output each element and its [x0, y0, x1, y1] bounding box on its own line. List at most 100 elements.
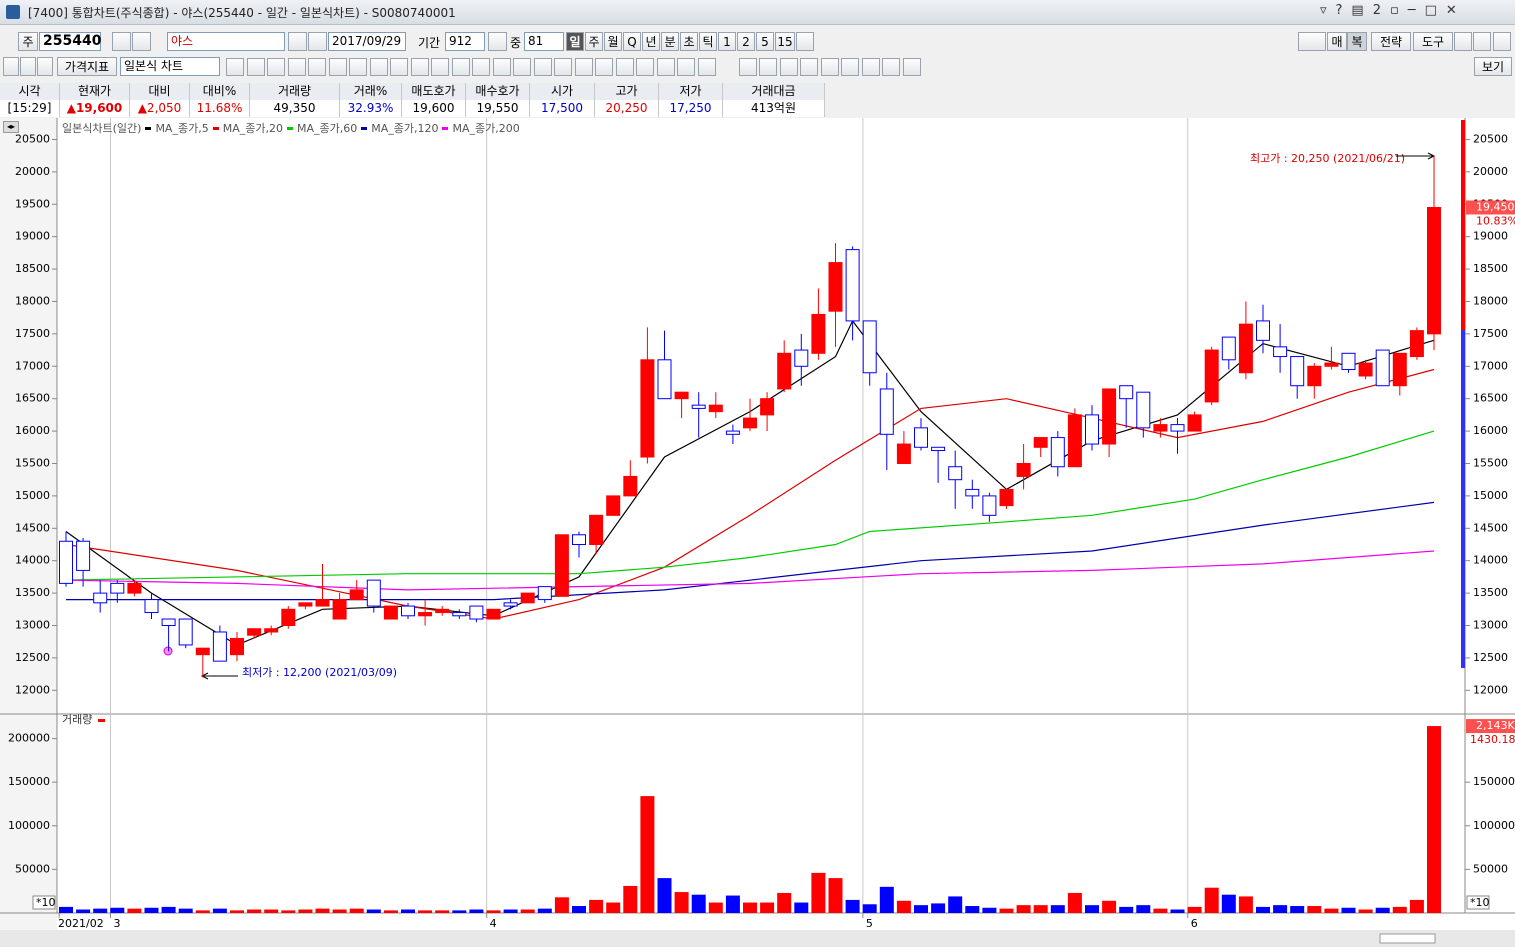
code-input[interactable]: 255440	[39, 32, 101, 51]
drawing-tool[interactable]	[862, 58, 880, 76]
quote-value: ▲19,600	[60, 100, 130, 117]
drawing-tool[interactable]	[534, 58, 552, 76]
candle-body	[606, 495, 621, 516]
period-button[interactable]: 1	[718, 32, 736, 51]
drawing-tool[interactable]	[267, 58, 285, 76]
scrollbar[interactable]	[0, 930, 1515, 947]
drawing-tool[interactable]	[308, 58, 326, 76]
period-button[interactable]: 월	[604, 32, 622, 51]
drawing-tool[interactable]	[780, 58, 798, 76]
drawing-tool[interactable]	[411, 58, 429, 76]
drawing-tool[interactable]	[841, 58, 859, 76]
drawing-tool[interactable]	[677, 58, 695, 76]
period-input[interactable]: 912	[445, 32, 485, 51]
volume-bar	[1375, 907, 1390, 913]
last-volume-box	[1466, 719, 1515, 734]
period-button[interactable]: 년	[642, 32, 660, 51]
date-input[interactable]: 2017/09/29	[328, 32, 406, 51]
drawing-tool[interactable]	[349, 58, 367, 76]
drawing-tool[interactable]	[329, 58, 347, 76]
volume-bar	[144, 907, 159, 913]
icon-button[interactable]	[796, 32, 814, 51]
volume-bar	[1238, 896, 1253, 913]
nav-button[interactable]	[308, 32, 327, 51]
icon-button[interactable]	[1454, 32, 1472, 51]
period-button[interactable]: 15	[775, 32, 795, 51]
icon-button[interactable]	[1298, 32, 1326, 51]
volume-bar	[965, 906, 980, 913]
window-controls[interactable]: ▿?▤2▫─□✕	[1320, 3, 1466, 18]
drawing-tool[interactable]	[739, 58, 757, 76]
icon-button[interactable]	[112, 32, 131, 51]
indicator-button[interactable]: 가격지표	[57, 57, 117, 76]
candle-body	[572, 534, 586, 545]
scroll-thumb[interactable]	[1379, 933, 1436, 944]
period-button[interactable]: 분	[661, 32, 679, 51]
icon-button[interactable]	[20, 57, 36, 76]
period-button[interactable]: 일	[566, 32, 584, 51]
period-button[interactable]: Q	[623, 32, 641, 51]
drawing-tool[interactable]	[431, 58, 449, 76]
drawing-tool[interactable]	[903, 58, 921, 76]
icon-button[interactable]	[1493, 32, 1511, 51]
drawing-tool[interactable]	[759, 58, 777, 76]
drawing-tool[interactable]	[800, 58, 818, 76]
name-input[interactable]: 야스	[167, 32, 285, 51]
drawing-tool[interactable]	[513, 58, 531, 76]
volume-bar	[589, 899, 604, 913]
right-button[interactable]: 매	[1327, 32, 1347, 51]
app-icon	[6, 5, 20, 19]
drawing-tool[interactable]	[390, 58, 408, 76]
drawing-tool[interactable]	[370, 58, 388, 76]
y-tick-label-right: 16500	[1473, 392, 1508, 405]
drawing-tool[interactable]	[616, 58, 634, 76]
icon-button[interactable]	[488, 32, 507, 51]
period-button[interactable]: 초	[680, 32, 698, 51]
y-tick-label: 16500	[15, 392, 50, 405]
quote-value: 17,500	[530, 100, 595, 117]
drawing-tool[interactable]	[882, 58, 900, 76]
drawing-tool[interactable]	[554, 58, 572, 76]
candle-body	[931, 446, 946, 452]
right-button[interactable]: 도구	[1413, 32, 1453, 51]
quote-header: 저가	[659, 83, 723, 100]
period-button[interactable]: 틱	[699, 32, 717, 51]
volume-tick-label: 200000	[8, 732, 50, 745]
market-select[interactable]: 주	[18, 32, 38, 51]
icon-button[interactable]	[132, 32, 151, 51]
drawing-tool[interactable]	[636, 58, 654, 76]
volume-multiplier: *10	[36, 896, 56, 909]
legend-swatch	[286, 127, 293, 130]
drawing-tool[interactable]	[698, 58, 716, 76]
drawing-tool[interactable]	[288, 58, 306, 76]
candle-body	[1238, 323, 1253, 374]
right-button[interactable]: 전략	[1371, 32, 1411, 51]
icon-button[interactable]	[1473, 32, 1491, 51]
icon-button[interactable]	[3, 57, 19, 76]
drawing-tool[interactable]	[472, 58, 490, 76]
volume-bar	[212, 908, 227, 913]
volume-bar	[879, 886, 894, 913]
period-button[interactable]: 주	[585, 32, 603, 51]
panel-toggle[interactable]: ◂▸	[3, 121, 19, 133]
drawing-tool[interactable]	[247, 58, 265, 76]
drawing-tool[interactable]	[821, 58, 839, 76]
drawing-tool[interactable]	[226, 58, 244, 76]
period-button[interactable]: 2	[737, 32, 755, 51]
view-button[interactable]: 보기	[1474, 57, 1512, 76]
drawing-tool[interactable]	[657, 58, 675, 76]
drawing-tool[interactable]	[595, 58, 613, 76]
volume-bar	[76, 909, 91, 913]
drawing-tool[interactable]	[493, 58, 511, 76]
icon-button[interactable]	[37, 57, 53, 76]
candle-body	[1409, 330, 1424, 358]
period-button[interactable]: 5	[756, 32, 774, 51]
right-button[interactable]: 복	[1347, 32, 1367, 51]
nav-button[interactable]	[288, 32, 307, 51]
candle-body	[879, 388, 894, 435]
volume-tick-label-right: 50000	[1473, 862, 1508, 875]
chart-kind-select[interactable]: 일본식 차트	[120, 57, 220, 76]
drawing-tool[interactable]	[452, 58, 470, 76]
drawing-tool[interactable]	[575, 58, 593, 76]
mid-input[interactable]: 81	[524, 32, 564, 51]
